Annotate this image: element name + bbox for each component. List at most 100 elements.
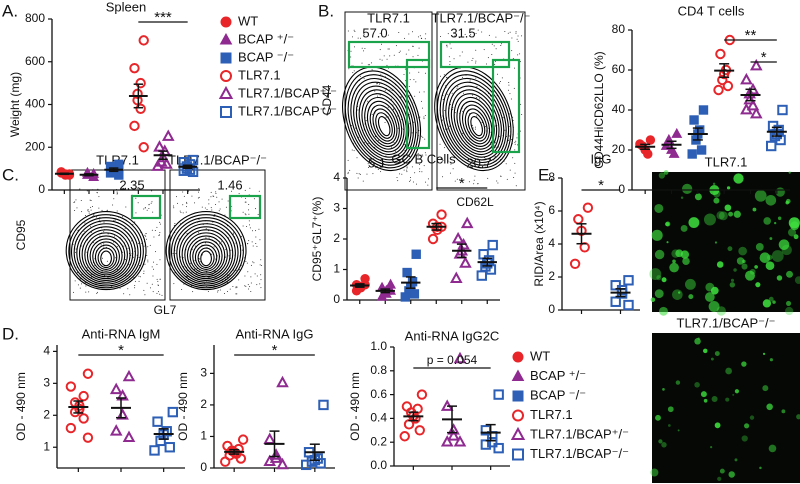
event-dot — [516, 38, 518, 40]
event-dot — [249, 187, 251, 189]
event-dot — [260, 274, 262, 276]
event-dot — [114, 219, 116, 221]
event-dot — [476, 86, 478, 88]
event-dot — [470, 34, 472, 36]
stain-spot — [734, 389, 740, 394]
event-dot — [374, 90, 376, 92]
stain-spot — [766, 403, 773, 411]
stain-spot — [774, 221, 777, 225]
significance-label: *** — [154, 9, 172, 26]
event-dot — [408, 86, 410, 88]
chart-title: GC B Cells — [391, 151, 456, 166]
event-dot — [409, 179, 411, 181]
event-dot — [213, 195, 215, 197]
image-title: TLR7.1/BCAP⁻/⁻ — [677, 315, 776, 330]
event-dot — [469, 80, 471, 82]
event-dot — [418, 47, 420, 49]
event-dot — [496, 73, 498, 75]
event-dot — [449, 43, 451, 45]
flow-axis-label: CD95 — [14, 219, 28, 250]
event-dot — [89, 199, 91, 201]
data-point — [300, 459, 312, 471]
event-dot — [403, 74, 405, 76]
stain-spot — [710, 357, 714, 361]
event-dot — [197, 191, 199, 193]
stain-spot — [717, 476, 722, 481]
event-dot — [511, 37, 513, 39]
stain-spot — [749, 415, 755, 420]
event-dot — [391, 146, 393, 148]
event-dot — [450, 104, 452, 106]
event-dot — [461, 76, 463, 78]
data-point — [151, 159, 165, 171]
chart-title: Anti-RNA IgG2C — [405, 328, 500, 343]
event-dot — [356, 172, 358, 174]
event-dot — [146, 282, 148, 284]
y-tick-label: 0.6 — [370, 387, 387, 401]
contour — [462, 104, 491, 145]
stain-spot — [785, 306, 794, 316]
event-dot — [211, 209, 213, 211]
flow-title: TLR7.1/BCAP⁻/⁻ — [432, 10, 531, 25]
event-dot — [443, 74, 445, 76]
event-dot — [182, 212, 184, 214]
data-point — [167, 406, 179, 418]
event-dot — [399, 173, 401, 175]
event-dot — [103, 246, 105, 248]
event-dot — [444, 147, 446, 149]
legend-marker — [220, 52, 232, 64]
event-dot — [494, 125, 496, 127]
event-dot — [448, 125, 450, 127]
event-dot — [472, 127, 474, 129]
gate — [347, 40, 431, 69]
event-dot — [454, 35, 456, 37]
event-dot — [241, 249, 243, 251]
event-dot — [98, 207, 100, 209]
event-dot — [161, 294, 163, 296]
event-dot — [363, 78, 365, 80]
event-dot — [462, 133, 464, 135]
event-dot — [259, 264, 261, 266]
event-dot — [446, 128, 448, 130]
stain-spot — [672, 259, 676, 264]
data-point — [643, 149, 653, 159]
data-point — [78, 413, 89, 424]
y-axis-label: CD44HiCD62LLO (%) — [592, 51, 606, 168]
event-dot — [260, 259, 262, 261]
event-dot — [380, 171, 382, 173]
chart-title: CD4 T cells — [678, 3, 745, 18]
data-point — [687, 149, 697, 159]
event-dot — [116, 193, 118, 195]
stain-spot — [762, 352, 766, 355]
event-dot — [199, 258, 201, 260]
event-dot — [495, 48, 497, 50]
stain-spot — [667, 406, 674, 413]
event-dot — [419, 35, 421, 37]
stain-spot — [718, 211, 728, 221]
event-dot — [256, 284, 258, 286]
event-dot — [152, 275, 154, 277]
event-dot — [424, 152, 426, 154]
event-dot — [375, 167, 377, 169]
data-point — [573, 214, 584, 225]
event-dot — [208, 199, 210, 201]
event-dot — [199, 261, 201, 263]
event-dot — [408, 33, 410, 35]
event-dot — [417, 152, 419, 154]
event-dot — [440, 35, 442, 37]
event-dot — [189, 262, 191, 264]
event-dot — [257, 213, 259, 215]
contour — [200, 250, 212, 267]
y-tick-label: 2 — [43, 407, 50, 421]
stain-spot — [759, 252, 771, 263]
event-dot — [156, 226, 158, 228]
panel-label: A. — [2, 1, 18, 20]
event-dot — [103, 231, 105, 233]
event-dot — [467, 61, 469, 63]
event-dot — [491, 53, 493, 55]
event-dot — [244, 213, 246, 215]
event-dot — [75, 199, 77, 201]
event-dot — [464, 33, 466, 35]
event-dot — [149, 287, 151, 289]
contour — [375, 112, 393, 139]
